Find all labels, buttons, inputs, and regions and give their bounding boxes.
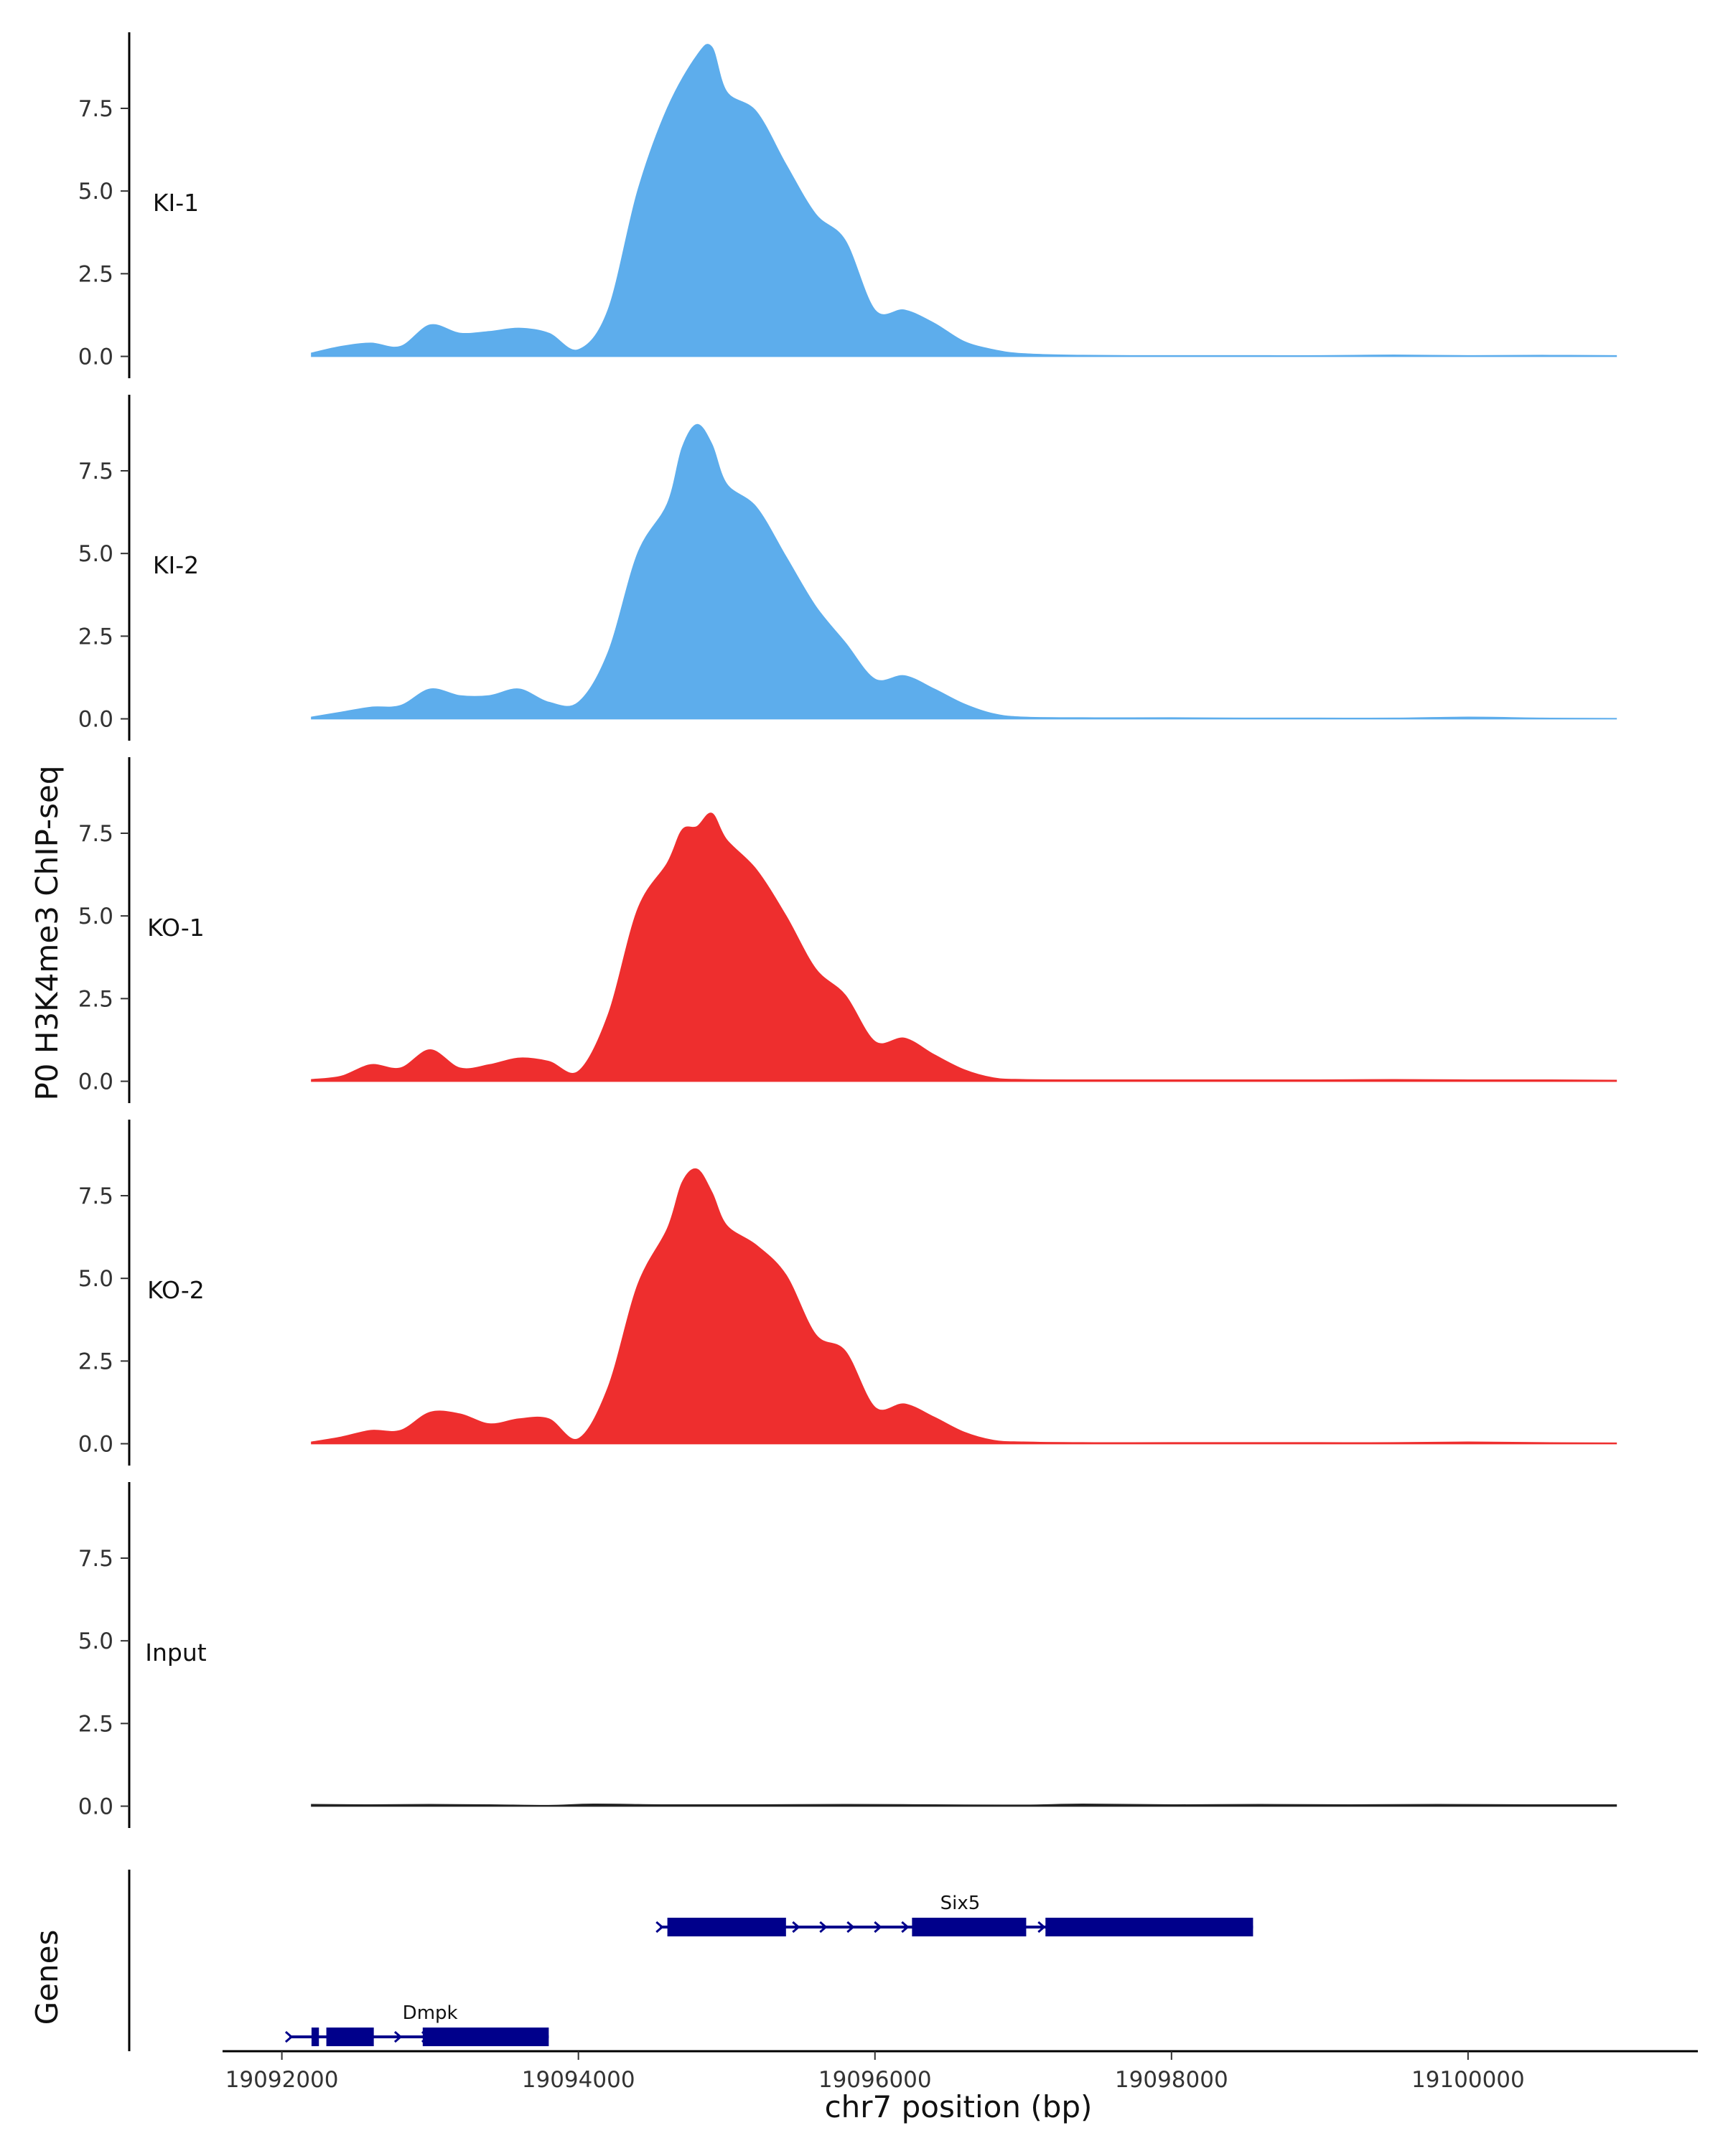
coverage-area [311, 812, 1617, 1082]
coverage-area [311, 1168, 1617, 1445]
y-tick-label: 0.0 [78, 345, 113, 370]
gene-six5: Six5 [655, 1893, 1253, 1936]
coverage-area [311, 423, 1617, 720]
y-tick-label: 2.5 [78, 624, 113, 650]
gene-exon [667, 1918, 786, 1936]
gene-exon [326, 2028, 374, 2046]
y-tick-label: 2.5 [78, 1349, 113, 1374]
track-ki-2: 0.0 2.5 5.0 7.5 KI-2 [78, 395, 1617, 741]
x-tick-label: 19094000 [522, 2067, 635, 2093]
track-label: KO-1 [147, 914, 205, 942]
coverage-area [311, 44, 1617, 357]
y-tick-label: 5.0 [78, 179, 113, 205]
y-tick-label: 5.0 [78, 1266, 113, 1292]
track-ko-1: 0.0 2.5 5.0 7.5 KO-1 [78, 757, 1617, 1103]
strand-arrow [792, 1921, 800, 1934]
strand-arrow [901, 1921, 910, 1934]
x-tick-label: 19092000 [225, 2067, 339, 2093]
y-tick-label: 7.5 [78, 1546, 113, 1572]
y-tick-label: 2.5 [78, 986, 113, 1012]
x-axis-title: chr7 position (bp) [825, 2089, 1093, 2124]
x-tick-label: 19098000 [1115, 2067, 1228, 2093]
strand-arrow [393, 2030, 403, 2043]
track-label: KI-2 [153, 551, 199, 579]
track-ki-1: 0.0 2.5 5.0 7.5 KI-1 [78, 32, 1617, 378]
strand-arrow [1037, 1921, 1046, 1934]
x-tick-label: 19096000 [818, 2067, 932, 2093]
y-tick-label: 7.5 [78, 459, 113, 484]
x-tick-label: 19100000 [1411, 2067, 1525, 2093]
track-ko-2: 0.0 2.5 5.0 7.5 KO-2 [78, 1120, 1617, 1466]
y-tick-label: 0.0 [78, 1794, 113, 1820]
y-tick-label: 7.5 [78, 1184, 113, 1209]
strand-arrow [284, 2030, 294, 2043]
track-input: 0.0 2.5 5.0 7.5 Input [78, 1482, 1617, 1828]
strand-arrow [874, 1921, 882, 1934]
y-tick-label: 0.0 [78, 1069, 113, 1095]
gene-dmpk: Dmpk [284, 2002, 549, 2046]
coverage-area [311, 1804, 1617, 1807]
y-tick-label: 0.0 [78, 1432, 113, 1458]
y-tick-label: 7.5 [78, 821, 113, 847]
y-tick-label: 7.5 [78, 96, 113, 122]
gene-exon [912, 1918, 1027, 1936]
gene-label: Dmpk [403, 2002, 458, 2024]
track-label: KI-1 [153, 189, 199, 217]
strand-arrow [819, 1921, 828, 1934]
gene-exon [1045, 1918, 1253, 1936]
y-tick-label: 0.0 [78, 707, 113, 733]
gene-label: Six5 [940, 1893, 981, 1914]
track-label: KO-2 [147, 1276, 205, 1304]
strand-arrow [846, 1921, 855, 1934]
gene-exon [422, 2028, 549, 2046]
genes-axis-title: Genes [29, 1930, 65, 2025]
gene-exon [311, 2028, 319, 2046]
track-label: Input [145, 1639, 207, 1667]
y-axis-title: P0 H3K4me3 ChIP-seq [29, 765, 65, 1100]
y-tick-label: 2.5 [78, 261, 113, 287]
y-tick-label: 5.0 [78, 541, 113, 567]
y-tick-label: 2.5 [78, 1711, 113, 1737]
strand-arrow [655, 1921, 664, 1934]
y-tick-label: 5.0 [78, 1628, 113, 1654]
y-tick-label: 5.0 [78, 904, 113, 929]
